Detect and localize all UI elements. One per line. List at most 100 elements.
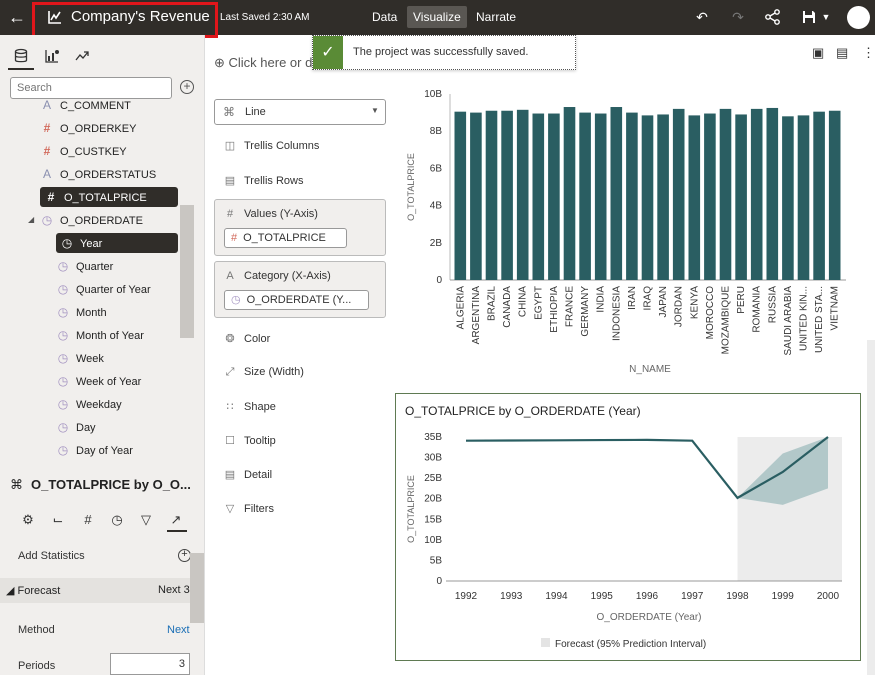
x-tick-label: 2000 (817, 591, 840, 602)
color-drop-zone[interactable]: ❂ Color (222, 332, 270, 345)
toast-message: The project was successfully saved. (353, 46, 529, 58)
category-axis-label-text: Category (X-Axis) (244, 270, 331, 282)
chart-project-icon (48, 11, 61, 24)
canvas-comment-icon[interactable]: ▤ (836, 45, 849, 60)
size-drop-zone[interactable]: ⤢ Size (Width) (222, 366, 304, 379)
canvas-settings-icon[interactable]: ▣ (812, 45, 825, 60)
back-arrow-icon[interactable]: ← (8, 7, 26, 27)
save-dropdown-chevron-icon[interactable]: ▼ (821, 12, 831, 22)
number-icon: # (47, 190, 55, 204)
bar (766, 107, 779, 280)
filters-drop-zone-label: Filters (244, 503, 274, 515)
bar (719, 108, 732, 280)
search-input[interactable] (10, 77, 172, 99)
line-chart-card[interactable]: O_TOTALPRICE by O_ORDERDATE (Year) 0 5B 10B… (395, 393, 861, 661)
number-format-icon[interactable]: # (84, 512, 92, 527)
user-avatar[interactable] (847, 6, 870, 29)
y-tick-label: 20B (424, 494, 442, 505)
date-time-icon[interactable]: ◷ (111, 512, 123, 527)
bar (672, 108, 685, 280)
expand-caret-icon[interactable]: ◢ (28, 215, 35, 224)
periods-input[interactable]: 3 (110, 653, 190, 675)
bar-chart[interactable]: 0 2B 4B 6B 8B 10B ALGERIA ARGENTINA BRAZIL CANADA… (400, 85, 850, 385)
x-tick-label: PERU (736, 286, 747, 314)
tree-scrollbar[interactable] (180, 205, 194, 338)
shape-drop-zone[interactable]: ∷ Shape (222, 400, 276, 413)
trellis-columns[interactable]: ◫ Trellis Columns (222, 139, 320, 152)
number-icon: # (231, 232, 238, 244)
filter-icon[interactable]: ▽ (141, 512, 151, 527)
properties-scrollbar[interactable] (190, 553, 204, 623)
analytics-icon[interactable] (74, 48, 90, 64)
tree-item[interactable]: ◷ Week (56, 348, 104, 368)
y-tick-label: 6B (430, 163, 443, 174)
number-icon: # (43, 144, 51, 158)
tree-item[interactable]: # O_TOTALPRICE (40, 187, 178, 207)
forecast-row[interactable] (0, 578, 190, 603)
detail-drop-zone[interactable]: ▤ Detail (222, 468, 272, 481)
method-value[interactable]: Next (167, 624, 190, 636)
database-icon[interactable] (13, 48, 29, 64)
tree-item[interactable]: # O_ORDERKEY (40, 118, 137, 138)
bar (548, 113, 560, 280)
tooltip-drop-zone[interactable]: ☐ Tooltip (222, 434, 276, 447)
x-axis-title: O_ORDERDATE (Year) (596, 612, 701, 623)
redo-icon[interactable]: ↷ (732, 9, 744, 25)
axis-icon[interactable]: ⌙ (52, 512, 64, 527)
x-tick-label: 1998 (726, 591, 749, 602)
share-icon[interactable] (764, 8, 782, 26)
legend-label: Forecast (95% Prediction Interval) (555, 639, 706, 650)
trellis-rows[interactable]: ▤ Trellis Rows (222, 174, 304, 187)
visualizations-icon[interactable] (44, 48, 60, 64)
tree-item-label: Week of Year (76, 376, 142, 388)
tab-data[interactable]: Data (372, 10, 398, 24)
x-tick-label: SAUDI ARABIA (783, 286, 794, 356)
clock-icon: ◷ (57, 351, 69, 365)
save-icon[interactable] (800, 8, 818, 26)
x-tick-label: RUSSIA (767, 286, 778, 324)
tree-item[interactable]: ◷ Day (56, 417, 96, 437)
clock-icon: ◷ (57, 443, 69, 457)
tree-item[interactable]: ◢ ◷ O_ORDERDATE (28, 210, 143, 230)
undo-icon[interactable]: ↶ (696, 9, 708, 25)
x-axis-title: N_NAME (629, 364, 671, 375)
line-chart[interactable]: O_TOTALPRICE by O_ORDERDATE (Year) 0 5B 10B… (396, 394, 862, 662)
x-tick-label: IRAQ (643, 286, 654, 311)
tab-narrate[interactable]: Narrate (476, 10, 517, 24)
chart-type-value: Line (245, 106, 266, 118)
tree-item[interactable]: ◷ Month of Year (56, 325, 144, 345)
canvas-scrollbar[interactable] (867, 340, 875, 675)
tree-item[interactable]: ◷ Month (56, 302, 107, 322)
tree-item[interactable]: A O_ORDERSTATUS (40, 164, 156, 184)
tree-item[interactable]: # O_CUSTKEY (40, 141, 127, 161)
tree-item[interactable]: ◷ Quarter (56, 256, 114, 276)
data-panel (0, 35, 205, 675)
more-options-icon[interactable]: ⋮ (862, 45, 875, 60)
tree-item[interactable]: ◷ Week of Year (56, 371, 141, 391)
bar (579, 112, 591, 280)
values-pill[interactable]: # O_TOTALPRICE (224, 228, 347, 248)
project-title[interactable]: Company's Revenue (71, 8, 210, 25)
tab-visualize[interactable]: Visualize (407, 6, 467, 28)
analytics-properties-icon[interactable]: ↗ (170, 512, 182, 527)
x-tick-label: 1999 (772, 591, 795, 602)
bar (688, 115, 701, 280)
x-tick-label: KENYA (689, 286, 700, 319)
tree-item[interactable]: ◷ Day of Year (56, 440, 133, 460)
tree-item[interactable]: A C_COMMENT (40, 95, 131, 115)
forecast-value[interactable]: Next 3 (158, 584, 190, 596)
general-settings-icon[interactable]: ⚙ (22, 512, 34, 527)
add-data-plus-icon[interactable]: + (180, 80, 194, 94)
chart-type-select[interactable]: ⌘ Line ▼ (214, 99, 386, 125)
click-here-hint[interactable]: ⊕ Click here or d (214, 55, 313, 70)
filters-drop-zone[interactable]: ▽ Filters (222, 502, 274, 515)
category-pill[interactable]: ◷ O_ORDERDATE (Y... (224, 290, 369, 310)
tree-item[interactable]: ◷ Year (56, 233, 178, 253)
clock-icon: ◷ (231, 294, 241, 306)
active-properties-underline (167, 530, 187, 532)
bar (797, 115, 810, 280)
clock-icon: ◷ (57, 420, 69, 434)
bar (454, 111, 467, 280)
tree-item[interactable]: ◷ Quarter of Year (56, 279, 151, 299)
tree-item[interactable]: ◷ Weekday (56, 394, 122, 414)
